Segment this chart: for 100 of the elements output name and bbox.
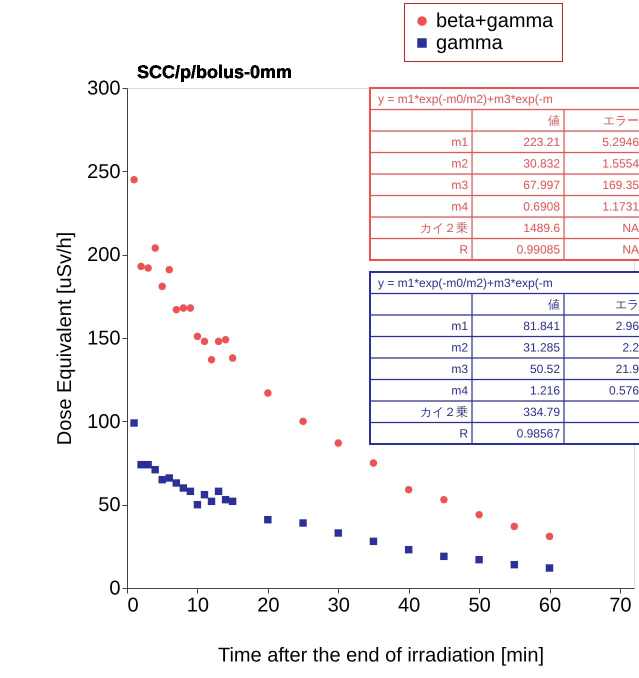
annotation: 31.285 <box>523 340 560 354</box>
point <box>208 498 216 506</box>
point <box>334 529 342 537</box>
point <box>222 336 230 344</box>
point <box>475 510 483 518</box>
y-tick-label: 150 <box>87 328 120 350</box>
annotation: 2.2 <box>622 340 639 354</box>
annotation: 67.997 <box>523 178 560 192</box>
annotation: R <box>459 242 468 256</box>
x-tick-label: 50 <box>468 594 491 616</box>
annotation: 0.576 <box>608 383 639 398</box>
annotation: y = m1*exp(-m0/m2)+m3*exp(-m <box>378 92 553 106</box>
point <box>370 538 378 546</box>
point <box>334 439 342 447</box>
point <box>404 486 412 494</box>
annotation: m4 <box>451 199 468 214</box>
point <box>264 516 272 524</box>
point <box>180 484 188 492</box>
annotation: 1.5554 <box>602 156 639 170</box>
point <box>214 338 222 346</box>
x-tick-label: 70 <box>609 594 632 616</box>
point <box>194 500 202 508</box>
annotation: m3 <box>451 178 468 192</box>
chart-title: SCC/p/bolus-0mm <box>137 62 292 82</box>
point <box>510 522 518 530</box>
annotation: 0.98567 <box>516 426 560 440</box>
annotation: 1.216 <box>530 383 560 398</box>
annotation: m3 <box>451 362 468 376</box>
point <box>228 354 236 362</box>
annotation: 21.9 <box>616 362 639 376</box>
legend-label: beta+gamma <box>436 10 554 32</box>
y-axis-title: Dose Equivalent [uSv/h] <box>54 232 76 446</box>
annotation: カイ２乗 <box>420 404 468 419</box>
y-tick-label: 250 <box>87 160 120 183</box>
x-tick-label: 40 <box>398 594 420 616</box>
point <box>208 356 216 364</box>
annotation: 1.1731 <box>602 199 639 214</box>
annotation: R <box>459 426 468 440</box>
annotation: 1489.6 <box>523 220 560 235</box>
point <box>151 244 159 252</box>
x-tick-label: 10 <box>186 594 210 616</box>
point <box>228 498 236 506</box>
point <box>158 282 166 290</box>
point <box>137 460 145 468</box>
point <box>144 264 152 272</box>
y-tick-label: 100 <box>87 410 120 433</box>
x-tick-label: 20 <box>257 594 280 616</box>
annotation: 223.21 <box>523 134 560 149</box>
annotation: 値 <box>548 297 560 312</box>
point <box>440 552 448 560</box>
annotation: 50.52 <box>530 362 560 376</box>
annotation: 値 <box>548 113 560 128</box>
point <box>172 306 180 314</box>
x-tick-label: 30 <box>328 594 350 616</box>
point <box>144 460 152 468</box>
annotation: 0.99085 <box>516 242 560 256</box>
x-axis-title: Time after the end of irradiation [min] <box>218 644 544 666</box>
point <box>186 304 194 312</box>
legend-label: gamma <box>436 32 504 54</box>
annotation: 0.6908 <box>523 199 560 214</box>
point <box>264 389 272 397</box>
x-tick-label: 0 <box>128 594 139 616</box>
point <box>546 532 554 540</box>
y-tick-label: 50 <box>98 494 120 516</box>
point <box>200 490 208 498</box>
annotation: m4 <box>451 383 468 398</box>
y-tick-label: 300 <box>87 78 120 100</box>
point <box>130 176 138 184</box>
point <box>404 546 412 554</box>
annotation: 334.79 <box>523 404 560 419</box>
point <box>214 488 222 496</box>
point <box>510 560 518 568</box>
annotation: m1 <box>451 134 468 149</box>
point <box>475 556 483 564</box>
point <box>166 474 173 482</box>
point <box>158 476 166 484</box>
point <box>172 479 180 487</box>
annotation: NA <box>622 242 639 256</box>
point <box>151 466 159 474</box>
point <box>194 332 202 340</box>
point <box>180 304 188 312</box>
annotation: 5.2946 <box>602 134 639 149</box>
x-tick-label: 60 <box>538 594 562 616</box>
point <box>222 496 230 504</box>
annotation: m2 <box>451 156 468 170</box>
annotation: 169.35 <box>602 178 639 192</box>
annotation: NA <box>622 220 639 235</box>
annotation: カイ２乗 <box>420 220 468 235</box>
y-tick-label: 0 <box>109 578 120 600</box>
point <box>370 459 378 467</box>
annotation: エラ <box>615 297 639 312</box>
annotation: m2 <box>451 340 468 354</box>
point <box>440 496 448 504</box>
y-tick-label: 200 <box>87 244 120 266</box>
annotation: 30.832 <box>523 156 560 170</box>
point <box>200 338 208 346</box>
annotation: 81.841 <box>523 318 560 333</box>
point <box>299 418 307 426</box>
annotation: m1 <box>451 318 468 333</box>
point <box>137 262 145 270</box>
